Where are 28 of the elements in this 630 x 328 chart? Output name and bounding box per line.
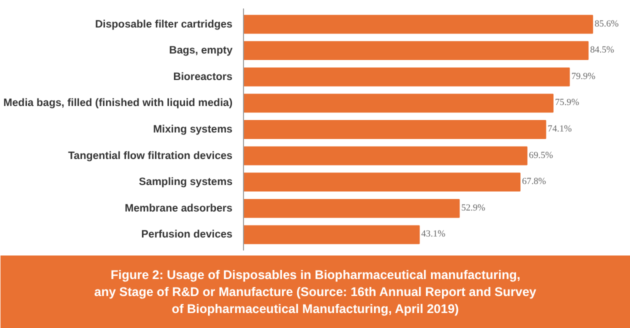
data-label: 52.9%: [461, 203, 486, 214]
data-label: 79.9%: [571, 72, 596, 82]
bar: [244, 225, 420, 244]
bar: [244, 14, 594, 34]
y-tick-label: Membrane adsorbers: [124, 202, 233, 214]
y-tick-label: Disposable filter cartridges: [95, 18, 233, 30]
y-tick-label: Bags, empty: [169, 44, 233, 57]
data-label: 85.6%: [594, 19, 619, 30]
bar: [244, 67, 570, 86]
data-label: 67.8%: [522, 177, 546, 188]
y-tick-label: Bioreactors: [173, 70, 233, 83]
bar: [244, 94, 554, 113]
y-tick-label: Perfusion devices: [141, 228, 233, 241]
bar: [244, 41, 589, 60]
text: Figure 2: Usage of Disposables in Biopharmaceutical manufacturing, any Stage of R&D or Manufacture (Source: 16th Annual Report and Survey of Biopharmaceutical Manufacturing, April 2019): [94, 268, 536, 316]
y-tick-label: Tangential flow filtration devices: [68, 150, 233, 162]
y-tick-label: Mixing systems: [153, 124, 233, 136]
data-label: 69.5%: [528, 150, 554, 161]
y-tick-label: Media bags, filled (finished with liquid media): [3, 97, 233, 110]
bar: [244, 198, 460, 218]
data-label: 74.1%: [548, 124, 572, 134]
data-label: 84.5%: [590, 46, 614, 56]
data-label: 43.1%: [421, 230, 446, 240]
bar: [244, 172, 520, 192]
bar: [244, 120, 546, 139]
bar: [244, 146, 528, 166]
y-tick-label: Sampling systems: [138, 176, 233, 188]
data-label: 75.9%: [555, 98, 580, 108]
